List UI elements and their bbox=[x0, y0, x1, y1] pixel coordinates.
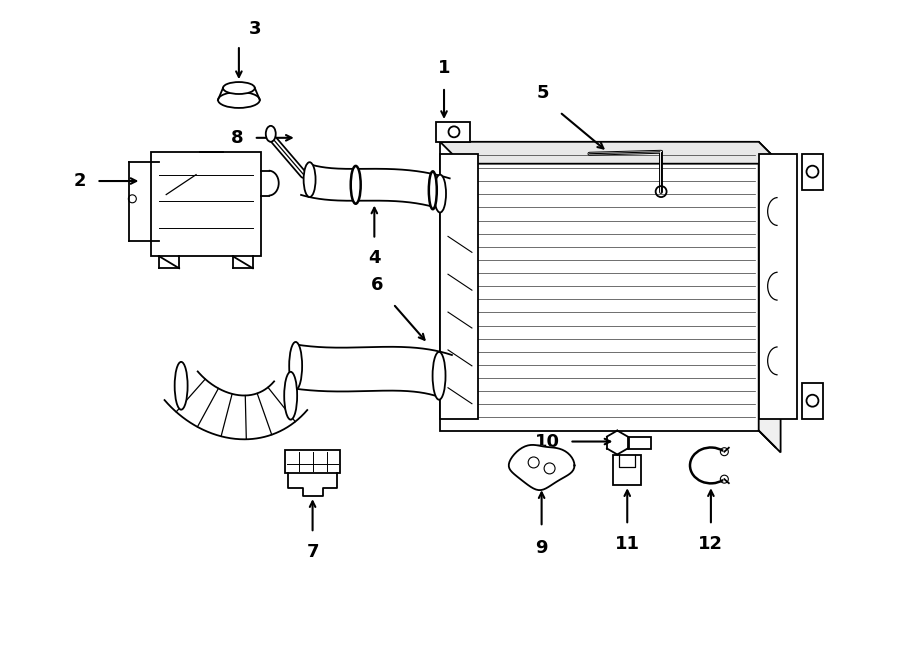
Text: 2: 2 bbox=[74, 172, 86, 190]
Text: 4: 4 bbox=[368, 249, 381, 268]
Polygon shape bbox=[759, 154, 796, 418]
Polygon shape bbox=[802, 383, 824, 418]
Text: 6: 6 bbox=[371, 276, 383, 293]
Text: 7: 7 bbox=[306, 543, 319, 561]
Text: 12: 12 bbox=[698, 535, 724, 553]
Polygon shape bbox=[165, 371, 307, 440]
Polygon shape bbox=[302, 165, 450, 209]
Polygon shape bbox=[151, 152, 261, 256]
Polygon shape bbox=[440, 154, 478, 418]
Polygon shape bbox=[436, 122, 470, 142]
Polygon shape bbox=[613, 455, 641, 485]
Polygon shape bbox=[759, 142, 780, 453]
Polygon shape bbox=[440, 142, 759, 430]
Text: 8: 8 bbox=[231, 129, 244, 147]
Text: 1: 1 bbox=[437, 59, 450, 77]
Text: 11: 11 bbox=[615, 535, 640, 553]
Ellipse shape bbox=[284, 372, 297, 420]
Polygon shape bbox=[508, 445, 574, 490]
Text: 5: 5 bbox=[537, 84, 550, 102]
Ellipse shape bbox=[434, 175, 446, 212]
Ellipse shape bbox=[223, 82, 255, 94]
Polygon shape bbox=[440, 142, 780, 164]
Ellipse shape bbox=[266, 126, 275, 142]
Ellipse shape bbox=[428, 171, 436, 209]
Polygon shape bbox=[287, 344, 452, 397]
Ellipse shape bbox=[351, 166, 361, 204]
Ellipse shape bbox=[175, 362, 187, 410]
Text: 3: 3 bbox=[248, 20, 261, 38]
Polygon shape bbox=[629, 436, 652, 449]
Polygon shape bbox=[802, 154, 824, 190]
Polygon shape bbox=[284, 451, 340, 473]
Text: 9: 9 bbox=[536, 539, 548, 557]
Polygon shape bbox=[288, 473, 338, 496]
Text: 10: 10 bbox=[535, 432, 560, 451]
Ellipse shape bbox=[303, 162, 316, 197]
Ellipse shape bbox=[289, 342, 302, 390]
Ellipse shape bbox=[433, 352, 446, 400]
Ellipse shape bbox=[218, 92, 260, 108]
